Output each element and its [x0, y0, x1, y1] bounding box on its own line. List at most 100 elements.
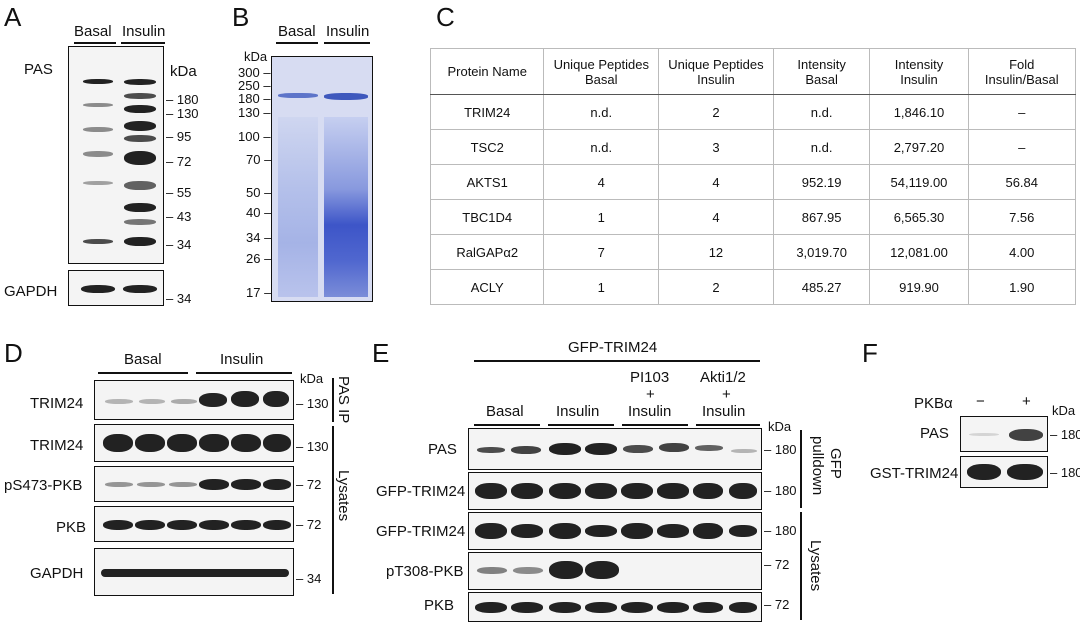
marker-e-4: – 72	[764, 557, 790, 572]
blot-label-gfp-trim24-lys: GFP-TRIM24	[376, 523, 466, 540]
table-cell: AKTS1	[429, 164, 545, 200]
table-cell: n.d.	[543, 94, 660, 130]
header-gfp-trim24: GFP-TRIM24	[568, 339, 658, 356]
blot-label-gapdh: GAPDH	[4, 283, 58, 300]
marker-b-130: 130 –	[238, 105, 271, 120]
table-cell: 1	[543, 269, 660, 305]
marker-a-72: – 72	[166, 154, 192, 169]
pas-blot-a	[68, 46, 164, 264]
table-cell: RalGAPα2	[429, 234, 545, 270]
table-cell: 919.90	[869, 269, 969, 305]
marker-d-1: – 130	[296, 396, 329, 411]
group-label-akti: Akti1/2	[700, 369, 746, 386]
lane-label-basal: Basal	[74, 23, 112, 40]
blot-d-5	[94, 548, 294, 596]
table-row: RalGAPα2 7 12 3,019.70 12,081.00 4.00	[429, 234, 1076, 270]
marker-b-100: 100 –	[238, 129, 271, 144]
gapdh-blot-a	[68, 270, 164, 306]
group-label-pi103: PI103	[630, 369, 670, 386]
col-header: Fold Insulin/Basal	[967, 48, 1076, 95]
table-cell: 2,797.20	[869, 129, 969, 165]
blot-label-pas-f: PAS	[920, 425, 949, 442]
group-label-plus-1: +	[646, 386, 655, 403]
marker-e-5: – 72	[764, 597, 790, 612]
group-label-insulin-e3: Insulin	[702, 403, 746, 420]
blot-label-trim24-ip: TRIM24	[30, 395, 84, 412]
marker-b-180: 180 –	[238, 91, 271, 106]
marker-e-3: – 180	[764, 523, 797, 538]
table-cell: 4	[658, 164, 774, 200]
header-pkba: PKBα	[914, 395, 953, 412]
blot-label-pkb-e: PKB	[424, 597, 455, 614]
group-label-plus-2: +	[722, 386, 731, 403]
blot-d-3	[94, 466, 294, 502]
table-cell: 867.95	[772, 199, 871, 235]
marker-d-5: – 34	[296, 571, 322, 586]
table-cell: 2	[658, 94, 774, 130]
table-cell: 3	[658, 129, 774, 165]
blot-label-trim24-lys: TRIM24	[30, 437, 84, 454]
blot-label-gst-trim24: GST-TRIM24	[870, 465, 959, 482]
table-row: TRIM24 n.d. 2 n.d. 1,846.10–	[429, 94, 1076, 130]
table-cell: 6,565.30	[869, 199, 969, 235]
blot-f-1	[960, 416, 1048, 452]
group-label-insulin-d: Insulin	[220, 351, 264, 368]
col-header: Unique Peptides Insulin	[658, 48, 774, 95]
marker-a-43: – 43	[166, 209, 192, 224]
marker-b-40: 40 –	[246, 205, 272, 220]
blot-e-4	[468, 552, 762, 590]
marker-d-4: – 72	[296, 517, 322, 532]
blot-e-2	[468, 472, 762, 510]
side-label-gfp: GFP	[827, 448, 844, 479]
table-cell: n.d.	[543, 129, 660, 165]
blot-d-4	[94, 506, 294, 542]
blot-e-1	[468, 428, 762, 470]
marker-b-250: 250 –	[238, 78, 271, 93]
kda-label-e: kDa	[768, 419, 792, 434]
blot-label-pas: PAS	[24, 61, 53, 78]
blot-label-pkb-d: PKB	[56, 519, 87, 536]
table-cell: –	[967, 129, 1076, 165]
panel-label-d: D	[4, 338, 23, 368]
lane-label-basal-b: Basal	[278, 23, 316, 40]
table-row: TSC2 n.d. 3 n.d. 2,797.20–	[429, 129, 1076, 165]
table-cell: 4	[658, 199, 774, 235]
table-cell: TBC1D4	[429, 199, 545, 235]
marker-b-26: 26 –	[246, 251, 272, 266]
marker-a-55: – 55	[166, 185, 192, 200]
table-cell: 1	[543, 199, 660, 235]
coomassie-gel-b	[271, 56, 373, 302]
group-label-basal-d: Basal	[124, 351, 162, 368]
marker-b-70: 70 –	[246, 152, 272, 167]
table-cell: 7.56	[967, 199, 1076, 235]
side-label-lysates-d: Lysates	[335, 470, 352, 522]
table-cell: 3,019.70	[772, 234, 871, 270]
lane-label-insulin-b: Insulin	[326, 23, 370, 40]
blot-label-ps473: pS473-PKB	[4, 477, 83, 494]
table-cell: TSC2	[429, 129, 545, 165]
col-header: Intensity Insulin	[869, 48, 969, 95]
table-cell: 12	[658, 234, 774, 270]
marker-b-300: 300 –	[238, 65, 271, 80]
table-cell: –	[967, 94, 1076, 130]
marker-d-2: – 130	[296, 439, 329, 454]
blot-e-5	[468, 592, 762, 622]
col-header: Intensity Basal	[772, 48, 871, 95]
table-cell: 4	[543, 164, 660, 200]
col-header: Unique Peptides Basal	[543, 48, 660, 95]
col-header: Protein Name	[429, 48, 545, 95]
marker-a-95: – 95	[166, 129, 192, 144]
marker-b-34: 34 –	[246, 230, 272, 245]
panel-label-e: E	[372, 338, 390, 368]
table-cell: 4.00	[967, 234, 1076, 270]
group-label-basal-e: Basal	[486, 403, 524, 420]
table-row: ACLY 1 2 485.27 919.90 1.90	[429, 269, 1076, 305]
table-cell: 7	[543, 234, 660, 270]
blot-label-gapdh-d: GAPDH	[30, 565, 84, 582]
blot-f-2	[960, 456, 1048, 488]
side-label-pulldown: pulldown	[809, 436, 826, 496]
marker-a-34: – 34	[166, 237, 192, 252]
table-cell: 54,119.00	[869, 164, 969, 200]
blot-label-pas-e: PAS	[428, 441, 457, 458]
table-cell: 952.19	[772, 164, 871, 200]
